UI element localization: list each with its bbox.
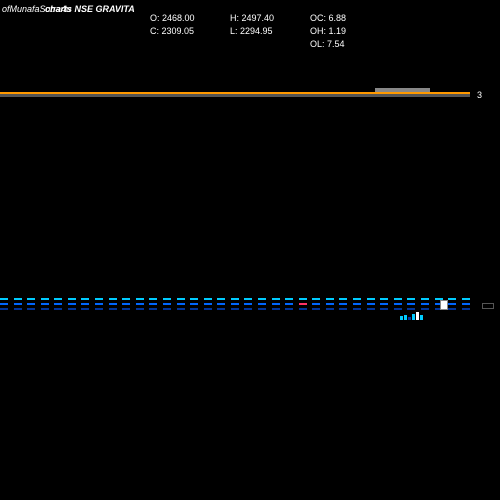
axis-label-3: 3 bbox=[477, 90, 482, 100]
side-marker bbox=[482, 303, 494, 309]
baseline-gray bbox=[0, 94, 470, 97]
volume-bars bbox=[400, 310, 440, 320]
indicator-row-mid bbox=[0, 303, 470, 305]
last-candle bbox=[440, 300, 448, 310]
chart-area[interactable] bbox=[0, 0, 470, 500]
indicator-row-top bbox=[0, 298, 470, 300]
